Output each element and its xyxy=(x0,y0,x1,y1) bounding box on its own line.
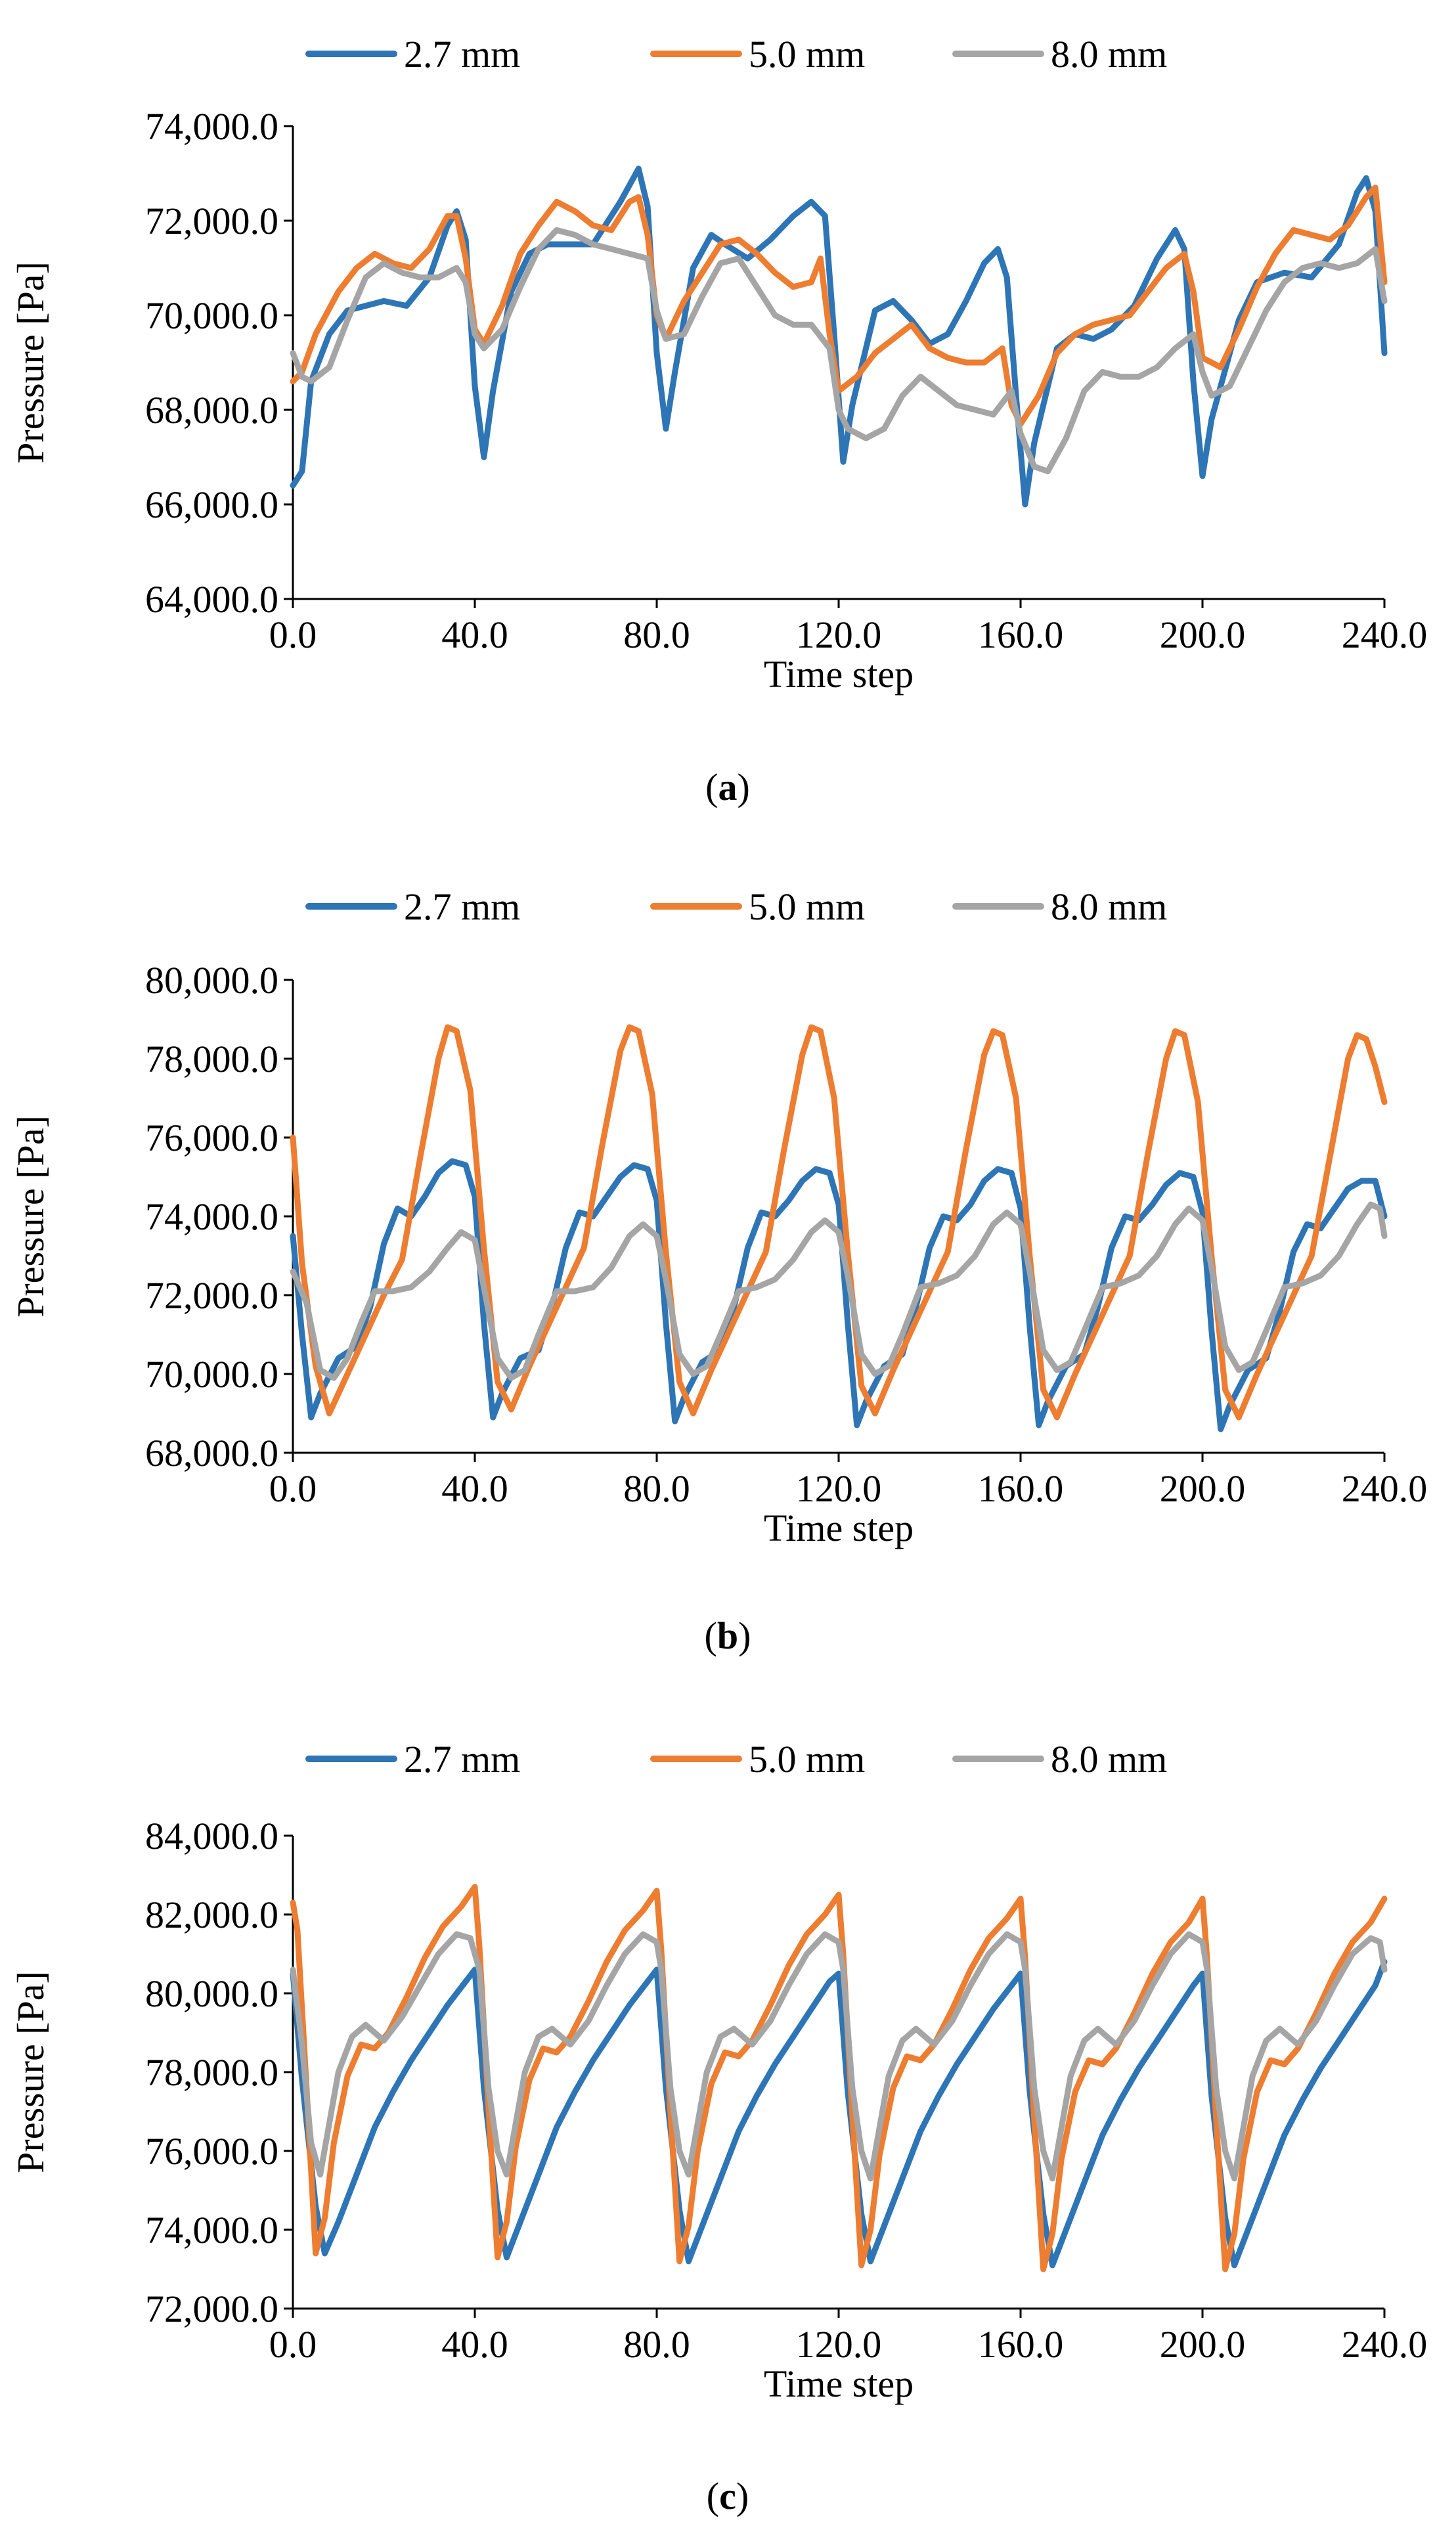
chart-a: 2.7 mm 5.0 mm 8.0 mm 64,000.0 66,000.0 68,00… xyxy=(9,33,1427,808)
series-line-2-7-mm xyxy=(290,1959,1388,2268)
series-line-8-0-mm xyxy=(290,227,1388,475)
x-axis-label: Time step xyxy=(764,1507,914,1549)
y-tick-label: 72,000.0 xyxy=(145,200,278,242)
legend-label: 8.0 mm xyxy=(1051,1738,1167,1781)
y-axis-label: Pressure [Pa] xyxy=(9,1971,52,2173)
y-tick-label: 78,000.0 xyxy=(145,2051,278,2094)
series-line-5-0-mm xyxy=(290,1884,1388,2272)
legend-label: 5.0 mm xyxy=(749,885,865,928)
x-tick-label: 160.0 xyxy=(978,2323,1064,2366)
y-tick-label: 80,000.0 xyxy=(145,1972,278,2015)
x-tick-label: 40.0 xyxy=(441,613,508,656)
y-axis-label: Pressure [Pa] xyxy=(9,261,52,464)
chart-c: 2.7 mm 5.0 mm 8.0 mm 72,000.0 74,000.0 76,00… xyxy=(9,1738,1427,2517)
y-tick-label: 72,000.0 xyxy=(145,1274,278,1317)
x-tick-label: 0.0 xyxy=(269,1467,317,1510)
series-line-5-0-mm xyxy=(290,1024,1388,1421)
y-tick-label: 70,000.0 xyxy=(145,294,278,337)
x-tick-label: 200.0 xyxy=(1160,2323,1246,2366)
series-line-8-0-mm xyxy=(290,1201,1388,1381)
x-tick-label: 240.0 xyxy=(1342,2323,1428,2366)
series-line-8-0-mm xyxy=(290,1931,1388,2182)
legend-label: 2.7 mm xyxy=(404,33,520,76)
y-tick-label: 74,000.0 xyxy=(145,1195,278,1238)
x-tick-label: 200.0 xyxy=(1160,613,1246,656)
x-tick-label: 240.0 xyxy=(1342,1467,1428,1510)
x-tick-label: 120.0 xyxy=(796,1467,882,1510)
series-line-2-7-mm xyxy=(290,1158,1388,1432)
y-tick-label: 66,000.0 xyxy=(145,483,278,526)
y-tick-label: 78,000.0 xyxy=(145,1038,278,1080)
x-axis-label: Time step xyxy=(764,2362,914,2405)
legend-label: 8.0 mm xyxy=(1051,885,1167,928)
x-tick-label: 80.0 xyxy=(623,1467,690,1510)
x-tick-label: 120.0 xyxy=(796,613,882,656)
legend-label: 2.7 mm xyxy=(404,1738,520,1781)
y-tick-label: 80,000.0 xyxy=(145,959,278,1002)
x-tick-label: 160.0 xyxy=(978,613,1064,656)
x-tick-label: 0.0 xyxy=(269,613,317,656)
y-tick-label: 72,000.0 xyxy=(145,2288,278,2330)
y-tick-label: 64,000.0 xyxy=(145,578,278,621)
y-axis-label: Pressure [Pa] xyxy=(9,1115,52,1317)
chart-caption: (b) xyxy=(705,1614,751,1657)
y-tick-label: 76,000.0 xyxy=(145,2130,278,2173)
y-tick-label: 68,000.0 xyxy=(145,389,278,432)
y-tick-label: 84,000.0 xyxy=(145,1815,278,1857)
x-tick-label: 80.0 xyxy=(623,613,690,656)
y-tick-label: 74,000.0 xyxy=(145,105,278,148)
chart-b: 2.7 mm 5.0 mm 8.0 mm 68,000.0 70,000.0 72,00… xyxy=(9,885,1427,1657)
y-tick-label: 70,000.0 xyxy=(145,1353,278,1396)
x-tick-label: 40.0 xyxy=(441,2323,508,2366)
chart-caption: (c) xyxy=(707,2475,749,2517)
legend-label: 8.0 mm xyxy=(1051,33,1167,76)
x-tick-label: 80.0 xyxy=(623,2323,690,2366)
y-tick-label: 76,000.0 xyxy=(145,1117,278,1159)
legend-label: 2.7 mm xyxy=(404,885,520,928)
y-tick-label: 68,000.0 xyxy=(145,1432,278,1474)
x-tick-label: 120.0 xyxy=(796,2323,882,2366)
y-tick-label: 74,000.0 xyxy=(145,2209,278,2251)
x-tick-label: 0.0 xyxy=(269,2323,317,2366)
legend-label: 5.0 mm xyxy=(749,1738,865,1781)
x-tick-label: 240.0 xyxy=(1342,613,1428,656)
chart-caption: (a) xyxy=(705,766,750,808)
y-tick-label: 82,000.0 xyxy=(145,1893,278,1936)
x-tick-label: 200.0 xyxy=(1160,1467,1246,1510)
x-axis-label: Time step xyxy=(764,653,914,696)
x-tick-label: 40.0 xyxy=(441,1467,508,1510)
legend-label: 5.0 mm xyxy=(749,33,865,76)
x-tick-label: 160.0 xyxy=(978,1467,1064,1510)
